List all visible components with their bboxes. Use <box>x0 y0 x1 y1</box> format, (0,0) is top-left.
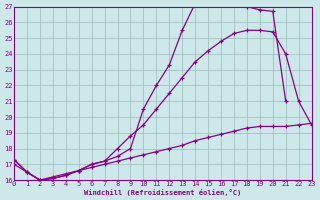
X-axis label: Windchill (Refroidissement éolien,°C): Windchill (Refroidissement éolien,°C) <box>84 189 242 196</box>
